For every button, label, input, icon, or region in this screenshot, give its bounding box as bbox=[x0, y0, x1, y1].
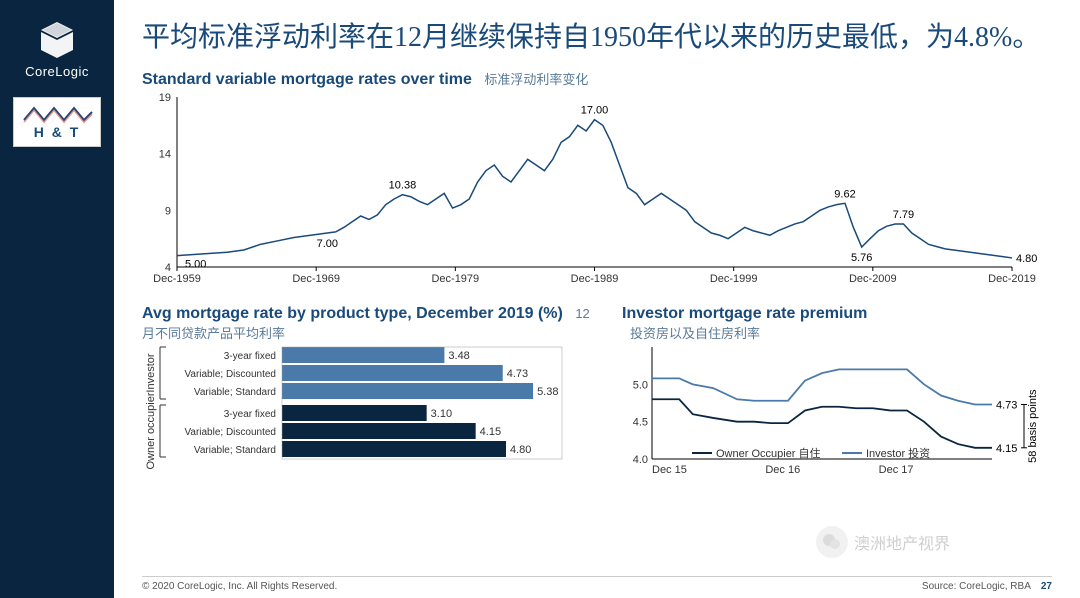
svg-text:4.73: 4.73 bbox=[507, 368, 528, 380]
svg-text:5.38: 5.38 bbox=[537, 386, 558, 398]
svg-text:17.00: 17.00 bbox=[581, 105, 609, 117]
svg-text:Variable; Discounted: Variable; Discounted bbox=[184, 369, 276, 380]
svg-text:5.00: 5.00 bbox=[185, 259, 206, 271]
main-content: 平均标准浮动利率在12月继续保持自1950年代以来的历史最低，为4.8%。 St… bbox=[114, 0, 1080, 598]
corelogic-cube-icon bbox=[37, 20, 77, 60]
svg-text:Investor: Investor bbox=[145, 353, 157, 392]
footer: © 2020 CoreLogic, Inc. All Rights Reserv… bbox=[142, 576, 1052, 592]
copyright: © 2020 CoreLogic, Inc. All Rights Reserv… bbox=[142, 581, 337, 592]
svg-text:3-year fixed: 3-year fixed bbox=[224, 409, 276, 420]
svg-text:4.15: 4.15 bbox=[480, 426, 501, 438]
svg-text:Variable; Standard: Variable; Standard bbox=[194, 445, 276, 456]
chart1-title: Standard variable mortgage rates over ti… bbox=[142, 69, 1052, 89]
watermark: 澳洲地产视界 bbox=[816, 526, 950, 558]
chart1-svg: 491419Dec-1959Dec-1969Dec-1979Dec-1989De… bbox=[142, 89, 1042, 289]
svg-text:19: 19 bbox=[159, 92, 171, 104]
ht-text: H & T bbox=[22, 124, 92, 140]
corelogic-text: CoreLogic bbox=[25, 64, 89, 79]
ht-badge: H & T bbox=[13, 97, 101, 147]
slide-title: 平均标准浮动利率在12月继续保持自1950年代以来的历史最低，为4.8%。 bbox=[142, 18, 1052, 57]
svg-text:4.0: 4.0 bbox=[633, 454, 648, 466]
page-number: 27 bbox=[1041, 581, 1052, 592]
svg-text:Dec-1989: Dec-1989 bbox=[571, 273, 619, 285]
svg-text:Owner Occupier 自住: Owner Occupier 自住 bbox=[716, 446, 821, 460]
bottom-row: Avg mortgage rate by product type, Decem… bbox=[142, 305, 1052, 483]
ht-wave-icon bbox=[22, 104, 94, 124]
slide: CoreLogic H & T 平均标准浮动利率在12月继续保持自1950年代以… bbox=[0, 0, 1080, 598]
svg-text:3.48: 3.48 bbox=[448, 350, 469, 362]
svg-text:Variable; Discounted: Variable; Discounted bbox=[184, 427, 276, 438]
svg-text:5.76: 5.76 bbox=[851, 252, 872, 264]
svg-text:Dec-1969: Dec-1969 bbox=[292, 273, 340, 285]
svg-text:Dec 17: Dec 17 bbox=[879, 464, 914, 476]
svg-text:10.38: 10.38 bbox=[389, 180, 417, 192]
svg-text:7.79: 7.79 bbox=[893, 209, 914, 221]
svg-text:4.15: 4.15 bbox=[996, 443, 1017, 455]
svg-text:3-year fixed: 3-year fixed bbox=[224, 351, 276, 362]
svg-text:14: 14 bbox=[159, 149, 171, 161]
svg-text:3.10: 3.10 bbox=[431, 408, 452, 420]
chart2-title: Avg mortgage rate by product type, Decem… bbox=[142, 305, 602, 343]
wechat-icon bbox=[816, 526, 848, 558]
chart3-title: Investor mortgage rate premium 投资房以及自住房利… bbox=[622, 305, 1052, 343]
svg-text:Dec-2019: Dec-2019 bbox=[988, 273, 1036, 285]
svg-text:Dec-1999: Dec-1999 bbox=[710, 273, 758, 285]
sidebar: CoreLogic H & T bbox=[0, 0, 114, 598]
svg-text:Dec-2009: Dec-2009 bbox=[849, 273, 897, 285]
svg-text:Owner occupier: Owner occupier bbox=[145, 392, 157, 469]
svg-text:4.80: 4.80 bbox=[1016, 253, 1037, 265]
svg-text:Dec 15: Dec 15 bbox=[652, 464, 687, 476]
chart2-svg: 3-year fixed 3.48 Variable; Discounted 4.73… bbox=[142, 343, 602, 483]
svg-text:4.80: 4.80 bbox=[510, 444, 531, 456]
svg-text:9: 9 bbox=[165, 206, 171, 218]
chart-premium: Investor mortgage rate premium 投资房以及自住房利… bbox=[622, 305, 1052, 483]
svg-text:5.0: 5.0 bbox=[633, 380, 648, 392]
svg-text:58 basis points: 58 basis points bbox=[1027, 389, 1039, 463]
svg-text:7.00: 7.00 bbox=[317, 238, 338, 250]
svg-text:4.5: 4.5 bbox=[633, 417, 648, 429]
svg-text:Dec-1959: Dec-1959 bbox=[153, 273, 201, 285]
svg-text:Investor 投资: Investor 投资 bbox=[866, 446, 930, 460]
chart3-svg: 4.0 4.5 5.0 Dec 15 Dec 16 Dec 17 4.73 4.15 58 ba… bbox=[622, 343, 1052, 483]
svg-text:Dec 16: Dec 16 bbox=[765, 464, 800, 476]
svg-text:Dec-1979: Dec-1979 bbox=[431, 273, 479, 285]
chart-svmr: Standard variable mortgage rates over ti… bbox=[142, 69, 1052, 299]
svg-text:9.62: 9.62 bbox=[834, 188, 855, 200]
svg-text:4.73: 4.73 bbox=[996, 400, 1017, 412]
chart-product-type: Avg mortgage rate by product type, Decem… bbox=[142, 305, 602, 483]
source: Source: CoreLogic, RBA bbox=[922, 581, 1031, 592]
svg-text:Variable; Standard: Variable; Standard bbox=[194, 387, 276, 398]
